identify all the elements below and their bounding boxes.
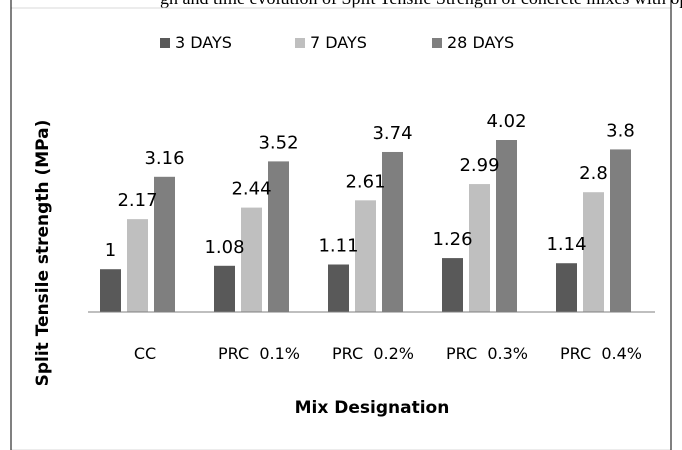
data-label-2-3: 4.02 <box>486 111 526 132</box>
bar-1-0 <box>127 219 148 312</box>
caption-text: gh and time evolution of Split Tensile S… <box>160 0 682 9</box>
figure-caption-fragment: gh and time evolution of Split Tensile S… <box>0 0 682 12</box>
chart-frame <box>10 7 672 450</box>
bar-2-2 <box>382 151 403 312</box>
bar-0-1 <box>214 265 235 312</box>
legend-swatch-2 <box>432 38 442 48</box>
bar-0-4 <box>556 263 577 312</box>
data-label-2-1: 3.52 <box>258 132 298 153</box>
bar-2-1 <box>268 161 289 312</box>
data-label-1-3: 2.99 <box>459 155 499 176</box>
bar-1-4 <box>583 192 604 312</box>
bar-2-0 <box>154 176 175 312</box>
bars-group <box>100 140 631 312</box>
legend: 3 DAYS 7 DAYS 28 DAYS <box>160 33 514 52</box>
bar-1-2 <box>355 200 376 312</box>
bar-2-3 <box>496 140 517 312</box>
data-label-0-0: 1 <box>105 240 116 261</box>
x-tick-label-2: PRC 0.2% <box>332 344 414 363</box>
x-tick-label-3: PRC 0.3% <box>446 344 528 363</box>
data-labels-group: 1 2.17 3.16 1.08 2.44 3.52 1.11 2.61 3.74 1.26 2.9… <box>105 111 635 261</box>
y-axis-title: Split Tensile strength (MPa) <box>33 120 53 387</box>
data-label-1-2: 2.61 <box>345 171 385 192</box>
bar-0-3 <box>442 258 463 312</box>
data-label-0-3: 1.26 <box>432 229 472 250</box>
x-axis-title: Mix Designation <box>295 398 450 418</box>
data-label-2-0: 3.16 <box>144 148 184 169</box>
data-label-1-0: 2.17 <box>117 190 157 211</box>
data-label-0-2: 1.11 <box>318 236 358 257</box>
data-label-0-4: 1.14 <box>546 234 586 255</box>
legend-swatch-0 <box>160 38 170 48</box>
bar-2-4 <box>610 149 631 312</box>
bar-1-1 <box>241 207 262 312</box>
data-label-0-1: 1.08 <box>204 237 244 258</box>
data-label-1-4: 2.8 <box>579 163 608 184</box>
data-label-2-2: 3.74 <box>372 123 412 144</box>
legend-label-1: 7 DAYS <box>310 33 367 52</box>
data-label-2-4: 3.8 <box>606 120 635 141</box>
data-label-1-1: 2.44 <box>231 179 271 200</box>
x-tick-label-1: PRC 0.1% <box>218 344 300 363</box>
x-tick-labels: CC PRC 0.1% PRC 0.2% PRC 0.3% PRC 0.4% <box>134 344 642 363</box>
bar-0-2 <box>328 264 349 312</box>
x-tick-label-4: PRC 0.4% <box>560 344 642 363</box>
legend-label-0: 3 DAYS <box>175 33 232 52</box>
x-tick-label-0: CC <box>134 344 156 363</box>
bar-1-3 <box>469 184 490 312</box>
legend-label-2: 28 DAYS <box>447 33 514 52</box>
legend-swatch-1 <box>295 38 305 48</box>
bar-0-0 <box>100 269 121 312</box>
